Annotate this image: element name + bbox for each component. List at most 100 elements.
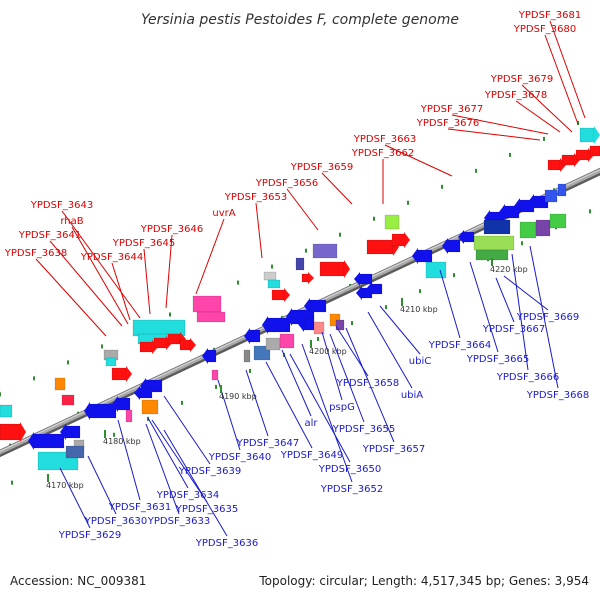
dot-mark-upper [543, 136, 545, 141]
gene-block [575, 149, 589, 161]
gene-block [141, 399, 159, 415]
gene-features [0, 126, 600, 471]
gene-label-bottom: pspG [329, 402, 355, 413]
gene-block [447, 239, 461, 253]
gene-arrow-right [594, 126, 600, 144]
gene-arrow-left [298, 316, 304, 332]
gene-block [301, 273, 309, 283]
gene-labels: YPDSF_3681 YPDSF_3680 YPDSF_3679 YPDSF_3678… [4, 10, 589, 549]
gene-label-top: YPDSF_3679 [490, 74, 553, 85]
dot-mark-upper [67, 360, 69, 365]
gene-block [125, 409, 133, 423]
gene-block [549, 213, 567, 229]
gene-label-bottom: YPDSF_3657 [362, 444, 425, 455]
gene-label-top: YPDSF_3663 [353, 134, 416, 145]
gene-label-bottom: ubiA [401, 390, 423, 401]
leader-line-bottom [265, 361, 313, 449]
gene-block [473, 235, 515, 251]
gene-block [105, 357, 117, 367]
gene-block [384, 214, 400, 230]
leader-line-bottom [145, 423, 180, 515]
gene-arrow-right [126, 366, 132, 382]
gene-arrow-right [404, 232, 410, 248]
gene-arrow-right [308, 272, 314, 284]
gene-arrow-left [202, 348, 208, 364]
gene-arrow-left [84, 402, 90, 420]
leader-line-top [61, 210, 141, 319]
gene-block [211, 369, 219, 381]
gene-block [0, 423, 21, 441]
dot-mark-upper [237, 280, 239, 285]
leader-line-bottom [151, 419, 208, 503]
gene-label-bottom: YPDSF_3665 [466, 354, 529, 365]
gene-block [263, 271, 277, 281]
leader-line-top [255, 202, 263, 259]
accession-text: Accession: NC_009381 [10, 574, 147, 588]
leader-line-top [71, 226, 129, 325]
gene-block [192, 295, 222, 313]
gene-label-bottom: YPDSF_3631 [108, 502, 171, 513]
gene-label-bottom: YPDSF_3630 [84, 516, 147, 527]
gene-label-top: YPDSF_3662 [351, 148, 414, 159]
gene-label-top: YPDSF_3643 [30, 200, 93, 211]
gene-label-bottom: YPDSF_3652 [320, 484, 383, 495]
gene-arrow-left [442, 238, 448, 254]
dot-mark-lower [351, 321, 353, 326]
gene-label-bottom: YPDSF_3635 [175, 504, 238, 515]
gene-label-top: YPDSF_3644 [80, 252, 143, 263]
gene-block [312, 243, 338, 259]
gene-block [303, 317, 315, 331]
gene-block [544, 189, 558, 203]
gene-label-bottom: YPDSF_3668 [526, 390, 589, 401]
leader-line-top [111, 262, 131, 321]
gene-block [196, 311, 226, 323]
gene-block [54, 377, 66, 391]
gene-block [335, 319, 345, 331]
gene-label-bottom: YPDSF_3664 [428, 340, 491, 351]
gene-label-top: YPDSF_3681 [518, 10, 581, 21]
gene-block [279, 333, 295, 349]
gene-block [589, 145, 600, 157]
gene-arrow-left [412, 248, 418, 264]
gene-label-bottom: YPDSF_3650 [318, 464, 381, 475]
gene-block [207, 349, 217, 363]
dot-mark-lower [521, 241, 523, 246]
leader-line-top [165, 234, 173, 309]
leader-line-top [195, 218, 225, 295]
scale-ticks: 4170 kbp 4180 kbp 4190 kbp 4200 kbp 4210 kbp… [46, 258, 528, 490]
leader-line-bottom [289, 353, 351, 463]
gene-block [65, 425, 81, 439]
gene-label-bottom: alr [304, 418, 318, 429]
gene-arrow-left [262, 316, 268, 334]
dot-mark-lower [453, 273, 455, 278]
leader-line-top [515, 100, 561, 133]
gene-label-bottom: YPDSF_3649 [280, 450, 343, 461]
gene-label-bottom: YPDSF_3629 [58, 530, 121, 541]
gene-arrow-right [284, 288, 290, 302]
dot-mark-upper [441, 184, 443, 189]
gene-label-bottom: YPDSF_3647 [236, 438, 299, 449]
gene-block [313, 321, 325, 335]
gene-arrow-left [304, 298, 310, 314]
gene-block [417, 249, 433, 263]
leader-line-bottom [345, 327, 395, 443]
leader-line-bottom [439, 269, 461, 339]
gene-arrow-left [60, 424, 66, 440]
gene-arrow-left [528, 194, 534, 210]
gene-label-top: YPDSF_3653 [224, 192, 287, 203]
gene-label-top: YPDSF_3676 [416, 118, 479, 129]
leader-line-top [447, 128, 541, 141]
gene-block [271, 289, 285, 301]
dot-mark-upper [0, 392, 1, 397]
leader-line-bottom [367, 311, 413, 389]
gene-block [61, 394, 75, 406]
gene-label-bottom: YPDSF_3666 [496, 372, 559, 383]
leader-line-bottom [281, 349, 312, 417]
dot-mark-lower [113, 432, 115, 437]
gene-label-bottom: YPDSF_3655 [332, 424, 395, 435]
leader-line-bottom [469, 261, 499, 353]
gene-label-bottom: YPDSF_3658 [336, 378, 399, 389]
gene-label-bottom: YPDSF_3636 [195, 538, 258, 549]
gene-block [267, 317, 291, 333]
